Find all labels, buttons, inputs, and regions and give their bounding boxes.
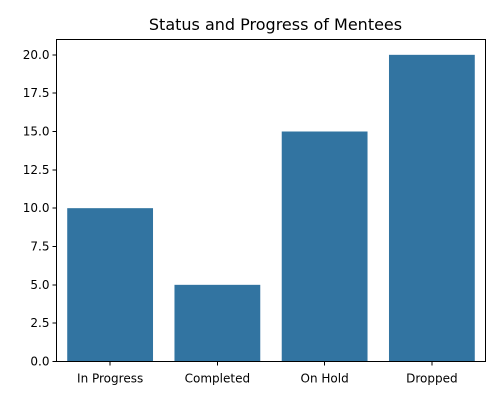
x-tick-label: On Hold [301,372,349,386]
y-tick-label: 17.5 [23,86,50,100]
bar-group [67,54,475,362]
y-tick-label: 5.0 [30,278,49,292]
x-axis: In Progress Completed On Hold Dropped [77,361,458,386]
x-tick-label: In Progress [77,372,143,386]
bar-on-hold [281,131,368,362]
y-tick-label: 2.5 [30,316,49,330]
plot-frame [56,39,486,362]
x-tick-label: Completed [185,372,250,386]
y-tick-label: 20.0 [23,48,50,62]
y-tick-label: 7.5 [30,240,49,254]
y-axis: 0.0 2.5 5.0 7.5 10.0 12.5 15.0 17.5 20.0 [23,48,57,369]
chart-title: Status and Progress of Mentees [149,15,402,34]
y-tick-label: 10.0 [23,201,50,215]
x-tick-label: Dropped [406,372,458,386]
bar-dropped [388,54,475,362]
bar-completed [174,284,261,362]
bar-in-progress [67,208,154,362]
y-tick-label: 12.5 [23,163,50,177]
y-tick-label: 0.0 [30,355,49,369]
y-tick-label: 15.0 [23,125,50,139]
